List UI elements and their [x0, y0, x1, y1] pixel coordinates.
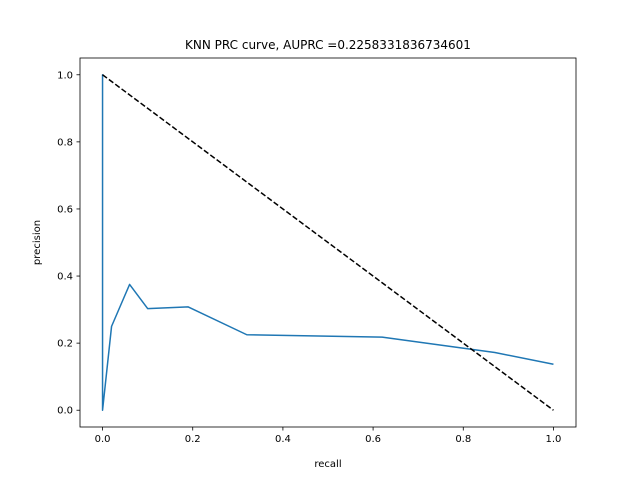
y-tick-label: 0.0 — [57, 406, 73, 417]
x-tick-label: 0.8 — [455, 434, 471, 445]
x-tick-label: 0.0 — [95, 434, 111, 445]
plot-area — [101, 74, 554, 411]
baseline-dashed-line — [102, 74, 554, 411]
prc-curve-line — [101, 74, 554, 411]
y-tick-label: 0.4 — [57, 272, 73, 283]
x-axis-ticks: 0.0 0.2 0.4 0.6 0.8 1.0 — [95, 427, 562, 445]
x-axis-label: recall — [314, 459, 341, 470]
chart-title: KNN PRC curve, AUPRC =0.2258331836734601 — [185, 38, 471, 52]
y-tick-label: 0.2 — [57, 339, 73, 350]
y-axis-label: precision — [32, 220, 43, 265]
x-tick-label: 0.6 — [365, 434, 381, 445]
y-tick-label: 1.0 — [57, 70, 73, 81]
y-tick-label: 0.6 — [57, 204, 73, 215]
axes-frame — [79, 57, 577, 428]
y-tick-label: 0.8 — [57, 137, 73, 148]
x-tick-label: 0.2 — [185, 434, 201, 445]
y-axis-ticks: 0.0 0.2 0.4 0.6 0.8 1.0 — [57, 70, 80, 417]
x-tick-label: 1.0 — [546, 434, 562, 445]
x-tick-label: 0.4 — [275, 434, 291, 445]
